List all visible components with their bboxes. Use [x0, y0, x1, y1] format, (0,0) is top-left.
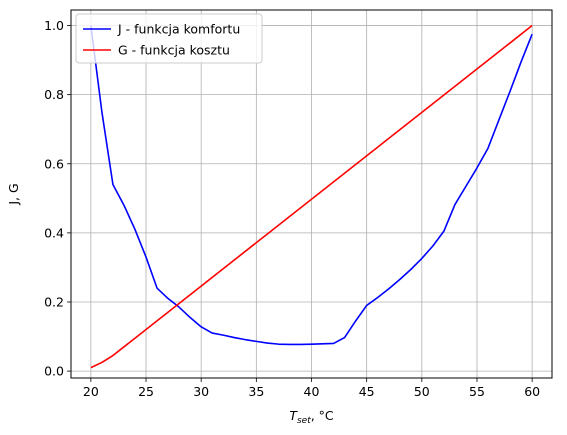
x-tick-label: 20	[83, 384, 99, 399]
x-tick-label: 25	[138, 384, 154, 399]
y-tick-label: 0.0	[44, 364, 64, 379]
y-tick-label: 0.4	[44, 225, 64, 240]
axis-ticks: 20 25 30 35 40 45 50 55 60 0.0 0.2 0.4 0.6 0.8 1.0	[44, 18, 540, 399]
legend-label: G - funkcja kosztu	[118, 43, 230, 58]
x-label-unit: , °C	[311, 408, 334, 423]
x-tick-label: 60	[524, 384, 540, 399]
x-tick-label: 40	[304, 384, 320, 399]
x-axis-label: Tset, °C	[289, 408, 334, 426]
x-label-sub: set	[297, 416, 311, 426]
x-tick-label: 30	[193, 384, 209, 399]
legend-label: J - funkcja komfortu	[117, 22, 240, 37]
y-axis-label: J, G	[6, 183, 21, 205]
x-tick-label: 50	[414, 384, 430, 399]
legend: J - funkcja komfortu G - funkcja kosztu	[76, 14, 262, 63]
y-tick-label: 0.8	[44, 87, 64, 102]
x-tick-label: 35	[248, 384, 264, 399]
grid-lines	[71, 10, 552, 378]
x-tick-label: 45	[359, 384, 375, 399]
y-tick-label: 0.6	[44, 156, 64, 171]
x-tick-label: 55	[469, 384, 485, 399]
y-tick-label: 1.0	[44, 18, 64, 33]
y-tick-label: 0.2	[44, 294, 64, 309]
